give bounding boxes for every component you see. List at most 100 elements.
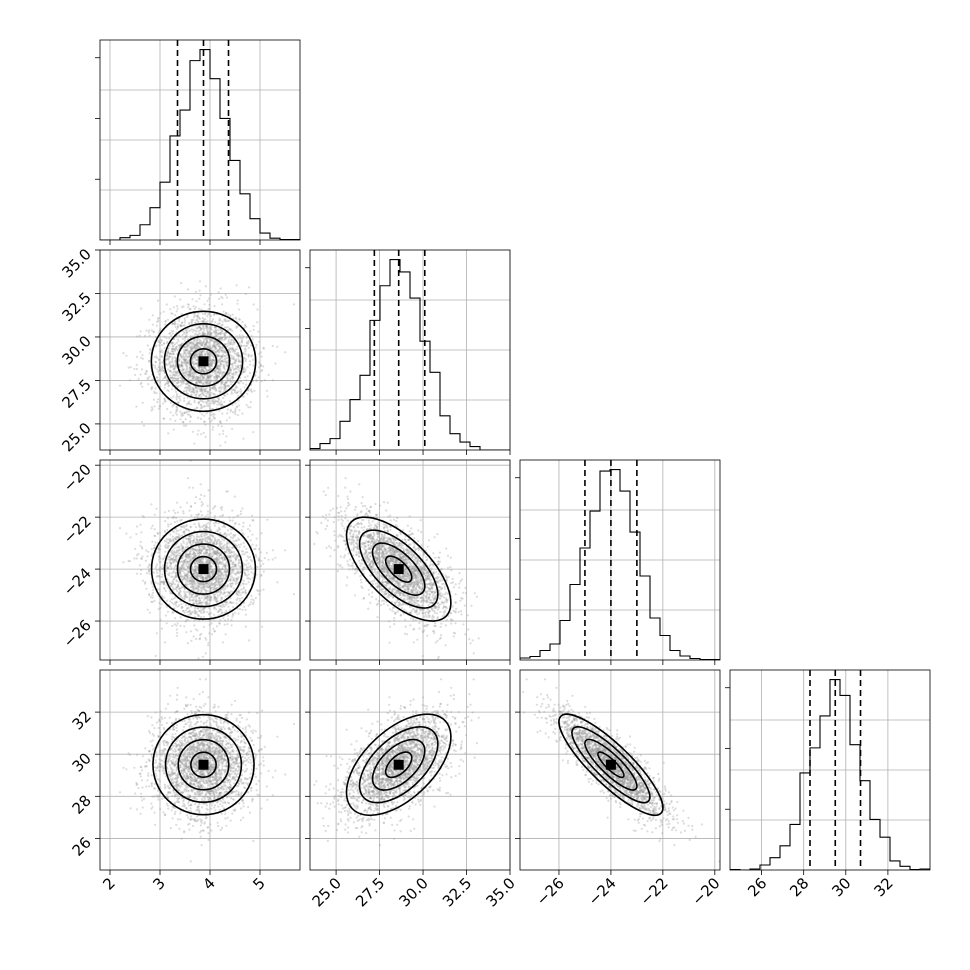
sample-point <box>189 380 192 383</box>
sample-point <box>224 351 227 354</box>
sample-point <box>223 366 226 369</box>
sample-point <box>201 369 204 372</box>
sample-point <box>183 548 186 551</box>
sample-point <box>209 584 212 587</box>
sample-point <box>215 366 219 369</box>
sample-point <box>213 417 217 420</box>
sample-point <box>183 424 186 427</box>
sample-point <box>183 351 186 355</box>
sample-point <box>209 333 212 337</box>
sample-point <box>179 323 182 326</box>
sample-point <box>194 628 198 631</box>
sample-point <box>214 538 217 541</box>
sample-point <box>151 600 154 603</box>
sample-point <box>204 553 207 556</box>
sample-point <box>213 606 216 609</box>
sample-point <box>216 378 219 381</box>
sample-point <box>171 529 174 532</box>
sample-point <box>221 412 224 415</box>
sample-point <box>183 331 186 334</box>
sample-point <box>185 383 188 386</box>
sample-point <box>207 341 211 344</box>
sample-point <box>217 375 221 378</box>
sample-point <box>170 561 173 564</box>
sample-point <box>271 379 274 382</box>
sample-point <box>202 333 205 336</box>
sample-point <box>234 370 237 373</box>
sample-point <box>217 344 220 347</box>
sample-point <box>220 324 223 327</box>
sample-point <box>202 552 206 555</box>
sample-point <box>218 297 221 300</box>
sample-point <box>181 547 184 550</box>
sample-point <box>226 546 229 549</box>
sample-point <box>201 575 204 578</box>
sample-point <box>188 370 191 373</box>
sample-point <box>217 364 220 368</box>
sample-point <box>186 501 189 504</box>
sample-point <box>209 328 212 331</box>
sample-point <box>219 590 222 593</box>
sample-point <box>199 317 202 320</box>
sample-point <box>199 538 202 541</box>
sample-point <box>226 542 229 545</box>
sample-point <box>217 348 220 351</box>
sample-point <box>193 565 196 568</box>
sample-point <box>169 561 172 564</box>
sample-point <box>140 381 143 384</box>
sample-point <box>209 511 212 514</box>
sample-point <box>169 366 172 369</box>
sample-point <box>167 556 170 559</box>
sample-point <box>214 372 217 375</box>
sample-point <box>215 331 218 334</box>
sample-point <box>247 527 250 531</box>
sample-point <box>202 376 205 379</box>
sample-point <box>193 580 196 583</box>
sample-point <box>195 375 198 379</box>
sample-point <box>224 349 227 352</box>
sample-point <box>138 564 141 567</box>
sample-point <box>156 320 159 323</box>
sample-point <box>204 636 207 639</box>
sample-point <box>200 381 203 384</box>
sample-point <box>205 602 208 605</box>
sample-point <box>188 341 191 344</box>
sample-point <box>179 519 182 522</box>
sample-layer <box>118 280 296 450</box>
sample-point <box>247 389 250 392</box>
sample-point <box>215 331 218 334</box>
sample-point <box>200 584 203 587</box>
sample-point <box>170 575 173 578</box>
sample-point <box>143 334 147 337</box>
sample-point <box>211 428 214 431</box>
sample-point <box>220 546 223 549</box>
sample-point <box>150 503 153 506</box>
sample-point <box>135 405 138 408</box>
sample-point <box>221 379 224 382</box>
sample-point <box>183 576 186 579</box>
sample-point <box>194 548 197 551</box>
sample-point <box>233 411 236 414</box>
sample-point <box>237 399 240 402</box>
sample-point <box>195 362 198 365</box>
sample-point <box>155 324 158 327</box>
sample-point <box>201 540 204 543</box>
sample-point <box>217 522 220 525</box>
sample-point <box>188 486 191 489</box>
sample-point <box>208 356 211 359</box>
sample-point <box>244 589 247 592</box>
sample-point <box>221 353 225 356</box>
sample-point <box>220 561 223 564</box>
sample-point <box>183 561 186 564</box>
sample-point <box>240 344 243 347</box>
sample-point <box>162 369 165 372</box>
sample-point <box>216 375 219 378</box>
sample-point <box>183 530 186 533</box>
sample-point <box>200 632 203 635</box>
sample-point <box>154 581 157 584</box>
sample-point <box>184 359 187 363</box>
sample-point <box>172 603 175 606</box>
sample-point <box>237 576 240 579</box>
sample-point <box>223 387 226 391</box>
sample-point <box>183 352 186 355</box>
